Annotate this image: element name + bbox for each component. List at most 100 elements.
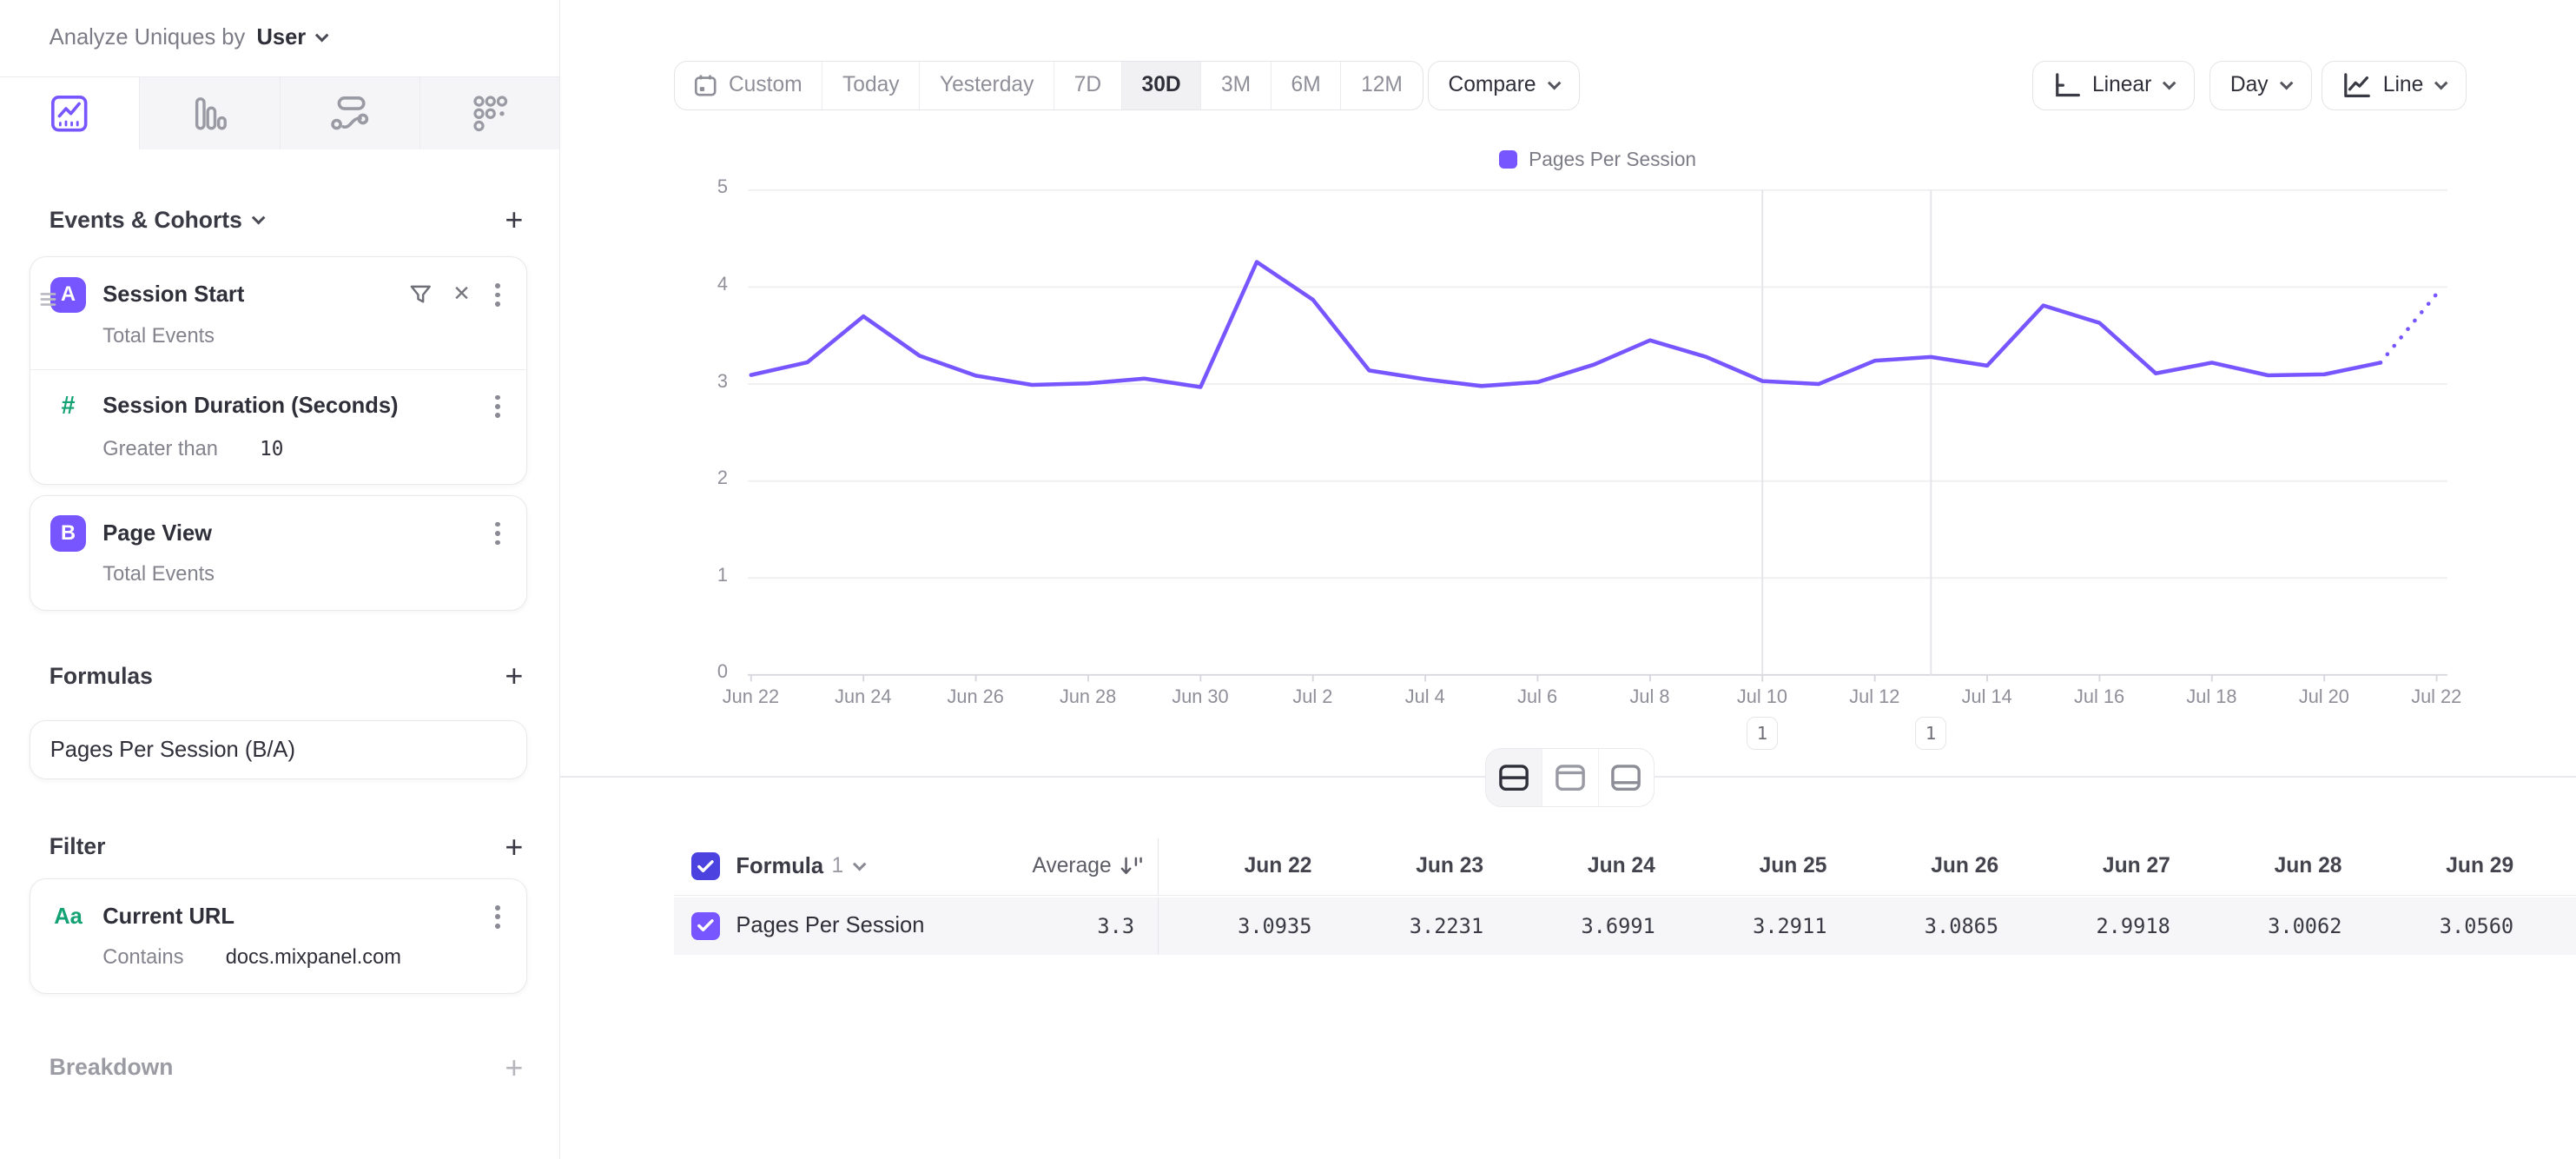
table-group-number: 1 (831, 854, 844, 878)
filter-funnel-icon[interactable] (410, 284, 432, 306)
x-axis-label: Jul 18 (2186, 685, 2237, 707)
interval-button[interactable]: Day (2209, 60, 2312, 110)
event-measure[interactable]: Total Events (102, 324, 215, 348)
formulas-section-title: Formulas (49, 662, 153, 689)
filter-section-title: Filter (49, 833, 106, 860)
drag-handle-icon[interactable] (40, 292, 56, 307)
kebab-menu-icon[interactable] (492, 281, 503, 310)
divider (30, 369, 527, 370)
event-badge-b: B (50, 515, 87, 552)
chart-type-label: Line (2382, 73, 2424, 97)
annotation-badge[interactable]: 1 (1915, 716, 1946, 750)
filter-value[interactable]: docs.mixpanel.com (225, 946, 401, 970)
table-column-header[interactable]: Jun 27 (2102, 854, 2170, 878)
chevron-down-icon[interactable] (251, 210, 266, 225)
row-name: Pages Per Session (736, 913, 925, 938)
formula-expression[interactable]: Pages Per Session (B/A) (50, 737, 295, 762)
analyze-by-control[interactable]: Analyze Uniques by User (0, 0, 560, 77)
filter-name[interactable]: Current URL (102, 904, 234, 929)
select-all-checkbox[interactable] (691, 852, 720, 881)
date-range-custom[interactable]: Custom (675, 62, 822, 109)
table-column-header[interactable]: Jun 25 (1759, 854, 1827, 878)
formula-card[interactable]: Pages Per Session (B/A) (30, 720, 528, 780)
chevron-down-icon[interactable] (853, 857, 868, 871)
table-column-header[interactable]: Jun 22 (1244, 854, 1312, 878)
tab-bar-chart[interactable] (139, 76, 280, 150)
filter-card-current-url[interactable]: Aa Current URL Contains docs.mixpanel.co… (30, 878, 528, 994)
scale-button[interactable]: Linear (2031, 60, 2196, 110)
y-axis-label: 2 (717, 467, 728, 489)
formulas-section-header: Formulas + (50, 659, 524, 692)
date-range-6m[interactable]: 6M (1270, 61, 1341, 109)
date-range-12m[interactable]: 12M (1340, 61, 1422, 109)
table-header: Formula 1 Average Jun 22 Jun 23 Jun 24 Jun … (673, 838, 2576, 896)
chart-area: Pages Per Session 0 1 2 3 4 5 Jun 22 Jun 24 Jun … (560, 0, 2576, 776)
property-filter-name[interactable]: Session Duration (Seconds) (102, 394, 399, 419)
add-formula-button[interactable]: + (505, 658, 524, 694)
event-card-session-start[interactable]: A Session Start ✕ Total Events # Session… (30, 256, 528, 486)
chart-plot[interactable] (747, 188, 2448, 685)
table-row[interactable]: Pages Per Session 3.3 3.0935 3.2231 3.6991… (673, 897, 2576, 956)
add-filter-button[interactable]: + (505, 828, 524, 864)
numeric-property-icon: # (61, 392, 76, 421)
view-toggle-table-only[interactable] (1597, 748, 1654, 806)
line-chart-icon (2342, 72, 2372, 98)
chart-legend[interactable]: Pages Per Session (748, 148, 2448, 171)
report-type-tabs (0, 76, 560, 150)
add-breakdown-button[interactable]: + (505, 1049, 524, 1085)
event-name[interactable]: Page View (102, 520, 213, 546)
property-filter-value[interactable]: 10 (260, 437, 284, 460)
y-axis-label: 1 (717, 563, 728, 586)
analyze-by-label: Analyze Uniques by (49, 25, 246, 50)
kebab-menu-icon[interactable] (492, 392, 503, 421)
table-group-label[interactable]: Formula (736, 853, 824, 878)
date-range-30d[interactable]: 30D (1120, 61, 1201, 109)
add-event-button[interactable]: + (505, 202, 524, 238)
kebab-menu-icon[interactable] (492, 902, 503, 931)
property-filter-operator[interactable]: Greater than (102, 437, 218, 460)
tab-retention[interactable] (419, 76, 560, 150)
table-cell-value: 2.9918 (2096, 913, 2170, 938)
sidebar: Analyze Uniques by User (0, 0, 561, 1159)
chart-type-button[interactable]: Line (2321, 60, 2467, 110)
view-toggle-chart-and-table[interactable] (1486, 748, 1542, 806)
average-label: Average (1032, 854, 1112, 878)
linear-axis-icon (2053, 72, 2081, 98)
date-range-today[interactable]: Today (822, 61, 919, 109)
compare-button[interactable]: Compare (1427, 60, 1580, 110)
annotation-badge[interactable]: 1 (1746, 716, 1778, 750)
x-axis-label: Jun 22 (722, 685, 780, 707)
view-toggle-chart-only[interactable] (1542, 748, 1597, 806)
date-range-yesterday[interactable]: Yesterday (919, 61, 1054, 109)
analyze-by-value[interactable]: User (256, 25, 307, 50)
breakdown-section-header: Breakdown + (50, 1051, 524, 1084)
filter-section-header: Filter + (50, 831, 524, 864)
table-column-header[interactable]: Jun 26 (1931, 854, 1999, 878)
event-card-page-view[interactable]: B Page View Total Events (30, 494, 528, 611)
compare-label: Compare (1448, 73, 1536, 97)
x-axis-label: Jul 20 (2298, 685, 2349, 707)
table-column-header[interactable]: Jun 28 (2274, 854, 2342, 878)
event-name[interactable]: Session Start (102, 282, 245, 308)
table-column-header[interactable]: Jun 23 (1416, 854, 1484, 878)
filter-operator[interactable]: Contains (102, 946, 184, 970)
row-checkbox[interactable] (691, 911, 720, 940)
table-column-header[interactable]: Jun 24 (1587, 854, 1655, 878)
events-section-header: Events & Cohorts + (50, 204, 524, 237)
kebab-menu-icon[interactable] (492, 519, 503, 548)
event-measure[interactable]: Total Events (102, 563, 215, 586)
bar-chart-icon (192, 96, 228, 132)
tab-flows[interactable] (279, 76, 419, 150)
table-column-header[interactable]: Jun 29 (2446, 854, 2514, 878)
date-range-7d[interactable]: 7D (1054, 61, 1121, 109)
x-axis-label: Jun 24 (835, 685, 892, 707)
x-axis-label: Jul 10 (1736, 685, 1787, 707)
row-average: 3.3 (1097, 913, 1135, 938)
flows-icon (330, 95, 369, 133)
date-range-3m[interactable]: 3M (1200, 61, 1271, 109)
x-axis-label: Jul 14 (1961, 685, 2012, 707)
tab-insights[interactable] (0, 76, 140, 150)
breakdown-section-title: Breakdown (49, 1054, 174, 1081)
average-sort-header[interactable]: Average (1033, 854, 1145, 878)
remove-event-icon[interactable]: ✕ (452, 282, 471, 307)
